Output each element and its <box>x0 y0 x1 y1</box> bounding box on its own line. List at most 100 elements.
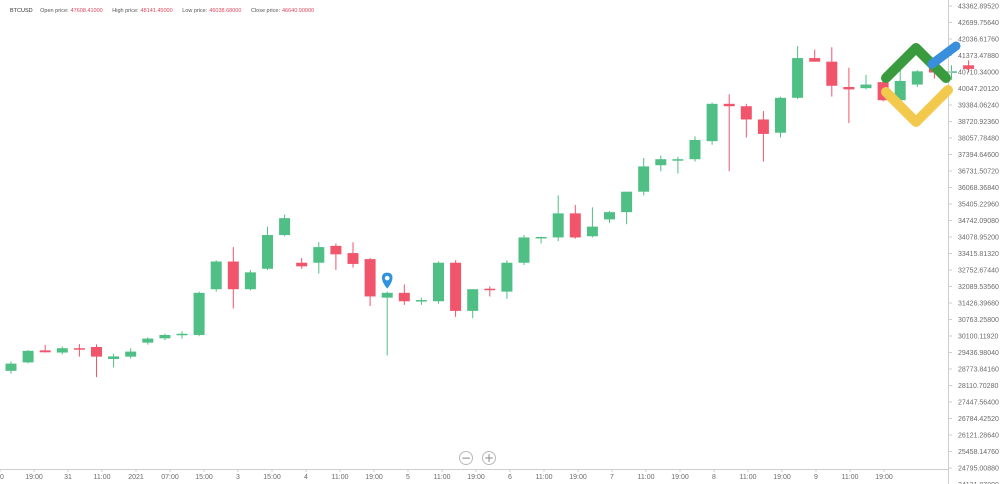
low-label: Low price: <box>182 8 208 14</box>
candle <box>501 260 513 299</box>
candle-body <box>621 191 633 213</box>
candle-body <box>501 262 513 292</box>
x-tick-label: 19:00 <box>773 474 791 481</box>
candle-body <box>415 300 427 302</box>
candle <box>39 344 51 353</box>
y-tick-label: 27447.56400 <box>958 400 999 407</box>
y-tick-label: 33415.81320 <box>958 251 999 258</box>
x-tick-label: 31 <box>64 474 72 481</box>
open-value: 47608.41000 <box>70 8 103 14</box>
low-value: 46038.68000 <box>209 8 242 14</box>
candle <box>535 236 547 244</box>
x-tick-label: 19:00 <box>875 474 893 481</box>
x-tick-label: 7 <box>610 474 614 481</box>
y-tick-label: 32089.53560 <box>958 284 999 291</box>
candle <box>586 207 598 238</box>
x-tick-label: 15:00 <box>263 474 281 481</box>
candle-body <box>39 350 51 353</box>
candle-body <box>535 236 547 239</box>
candle <box>467 289 479 319</box>
candle-body <box>467 289 479 311</box>
zoom-in-button[interactable]: + <box>482 451 496 465</box>
candle <box>193 291 205 337</box>
candle <box>569 204 581 239</box>
candle <box>655 155 667 172</box>
candle-body <box>91 346 102 357</box>
y-axis-ticks: 43362.89520 42699.75640 42036.61760 41373.4… <box>948 4 999 484</box>
candle-body <box>638 166 650 192</box>
candle-body <box>330 245 342 255</box>
y-tick-label: 28773.84160 <box>958 367 999 374</box>
x-tick-label: 6 <box>508 474 512 481</box>
candle <box>347 242 359 268</box>
candle-body <box>364 259 376 297</box>
candle-body <box>672 159 684 161</box>
candle <box>398 284 410 305</box>
x-tick-label: 11:00 <box>434 474 451 481</box>
candle-body <box>22 350 34 363</box>
y-tick-label: 36731.50720 <box>958 169 999 176</box>
candle <box>227 247 239 309</box>
y-tick-label: 29436.98040 <box>958 350 999 357</box>
candle-body <box>244 272 256 290</box>
candle <box>415 297 427 305</box>
candle-body <box>757 119 769 134</box>
candle <box>775 96 786 138</box>
candle <box>911 70 923 87</box>
high-label: High price: <box>112 8 139 14</box>
y-tick-label: 34742.09080 <box>958 218 999 225</box>
candle-body <box>433 262 444 302</box>
y-tick-label: 39384.06240 <box>958 103 999 110</box>
x-tick-label: 19:00 <box>365 474 383 481</box>
event-marker[interactable] <box>381 272 393 289</box>
candle-body <box>894 80 906 101</box>
candle <box>740 103 752 138</box>
logo-green-chevron <box>881 43 951 83</box>
zoom-out-button[interactable]: − <box>459 451 473 465</box>
candle <box>621 191 633 225</box>
location-pin-icon[interactable] <box>381 272 393 289</box>
candle-body <box>826 61 838 86</box>
y-tick-label: 42036.61760 <box>958 37 999 44</box>
close-label: Close price: <box>250 8 280 14</box>
axes <box>0 0 949 484</box>
candle-body <box>108 356 120 360</box>
candle-body <box>723 103 735 107</box>
candle <box>757 111 769 162</box>
y-tick-label: 43362.89520 <box>958 4 999 11</box>
y-tick-label: 26784.42520 <box>958 416 999 423</box>
candle <box>826 47 838 97</box>
candle-body <box>193 292 205 335</box>
close-value: 46640.90000 <box>281 8 315 14</box>
candle-body <box>792 58 804 98</box>
y-tick-label: 28110.70280 <box>958 383 998 390</box>
candle-body <box>279 218 291 236</box>
candle-body <box>963 65 975 69</box>
candle <box>330 243 342 270</box>
candle <box>125 348 137 359</box>
x-tick-label: 19:00 <box>569 474 587 481</box>
candle <box>296 257 308 269</box>
candle <box>22 350 34 364</box>
candle-body <box>262 235 273 269</box>
y-tick-label: 41373.47880 <box>958 53 999 60</box>
candle-body <box>381 292 393 298</box>
candle <box>963 60 975 73</box>
candle <box>91 344 102 378</box>
candle-body <box>809 58 821 62</box>
brand-logo <box>881 41 961 127</box>
symbol-label: BTCUSD <box>10 8 33 14</box>
x-tick-label: 19:00 <box>467 474 485 481</box>
candle-body <box>518 237 530 263</box>
candle <box>706 102 718 145</box>
candle <box>792 46 804 100</box>
candle-body <box>313 247 325 263</box>
candle-body <box>56 348 68 353</box>
candle-body <box>347 253 359 264</box>
candle <box>689 136 701 162</box>
logo-blue-stroke <box>927 41 961 69</box>
high-value: 48141.45000 <box>140 8 173 14</box>
candle <box>860 74 872 90</box>
